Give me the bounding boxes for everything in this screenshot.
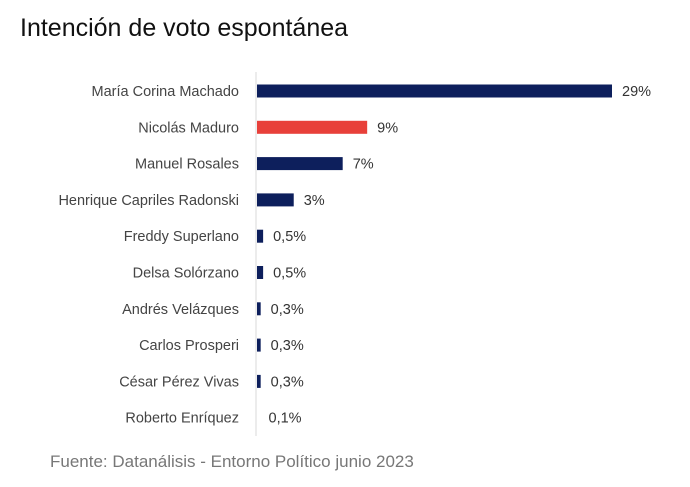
category-label: Henrique Capriles Radonski	[58, 193, 239, 209]
category-label: María Corina Machado	[92, 84, 240, 100]
value-label: 0,5%	[273, 266, 306, 282]
value-label: 3%	[304, 193, 325, 209]
bar	[257, 120, 368, 134]
bar	[257, 338, 261, 352]
category-label: Manuel Rosales	[135, 157, 239, 173]
bars-layer: María Corina Machado 29% Nicolás Maduro 9% M…	[58, 84, 651, 427]
category-label: Carlos Prosperi	[139, 338, 239, 354]
value-label: 0,5%	[273, 229, 306, 245]
value-label: 0,3%	[271, 302, 304, 318]
value-label: 0,3%	[271, 374, 304, 390]
value-label: 0,3%	[271, 338, 304, 354]
value-label: 7%	[353, 157, 374, 173]
chart-title: Intención de voto espontánea	[20, 14, 349, 42]
category-label: Nicolás Maduro	[138, 120, 239, 136]
bar	[257, 157, 343, 171]
value-label: 29%	[622, 84, 651, 100]
category-label: César Pérez Vivas	[119, 374, 239, 390]
value-label: 9%	[377, 120, 398, 136]
category-label: Delsa Solórzano	[133, 266, 239, 282]
category-label: Roberto Enríquez	[125, 411, 239, 427]
bar	[257, 266, 264, 279]
value-label: 0,1%	[269, 411, 302, 427]
bar	[257, 84, 612, 98]
bar	[257, 374, 261, 388]
bar	[257, 229, 264, 243]
bar	[257, 302, 261, 316]
bar	[257, 193, 294, 207]
chart-source: Fuente: Datanálisis - Entorno Político j…	[50, 452, 414, 471]
category-label: Freddy Superlano	[124, 229, 239, 245]
category-label: Andrés Velázques	[122, 302, 239, 318]
